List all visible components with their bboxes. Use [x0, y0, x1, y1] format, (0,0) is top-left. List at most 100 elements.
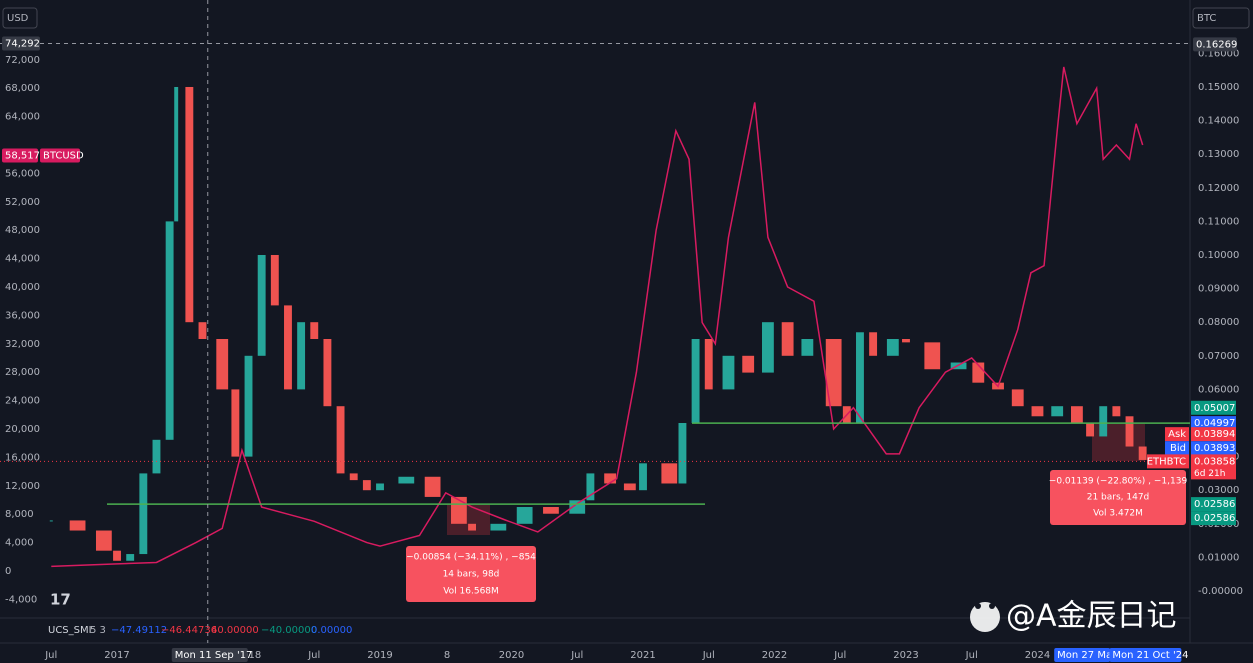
price-tag-name: ETHBTC	[1147, 456, 1186, 467]
price-tag-label: 0.04997	[1194, 418, 1235, 429]
candle	[543, 507, 559, 514]
price-line	[51, 66, 1144, 568]
crosshair-y-label-bg	[2, 36, 40, 51]
y2-tick-label: 0.09000	[1198, 284, 1239, 295]
candle	[1086, 423, 1095, 437]
y-tick-label: 44,000	[5, 254, 40, 265]
candle	[152, 439, 161, 474]
x-tick-label: 2017	[104, 650, 129, 661]
price-tag	[1191, 454, 1236, 469]
indicator-value: 0.00000	[311, 625, 352, 636]
candle	[362, 480, 371, 491]
candle	[856, 332, 864, 424]
candle	[639, 463, 647, 491]
measure-text: Vol 16.568M	[443, 587, 499, 597]
currency-button[interactable]	[1192, 7, 1250, 29]
price-tag-label: 0.05007	[1194, 403, 1235, 414]
price-tag	[1191, 441, 1236, 456]
candle	[1011, 389, 1024, 407]
y-tick-label: 0	[5, 566, 11, 577]
x-tick-label: 2024	[1025, 650, 1050, 661]
price-tag	[1191, 416, 1236, 431]
candle	[869, 332, 878, 356]
y-tick-label: 48,000	[5, 225, 40, 236]
x-tick-label: Jul	[44, 650, 57, 661]
indicator-params: 5 3	[90, 625, 106, 636]
y2-tick-label: -0.00000	[1198, 586, 1243, 597]
candle	[1071, 406, 1083, 424]
y2-tick-label: 0.10000	[1198, 250, 1239, 261]
measure-text: −0.00854 (−34.11%) , −854	[406, 553, 536, 563]
candle	[376, 483, 384, 491]
x-tick-label: Jul	[833, 650, 846, 661]
price-tag-name-bg	[1165, 427, 1189, 442]
countdown-bg	[1191, 467, 1236, 480]
y-tick-label: 52,000	[5, 197, 40, 208]
y-tick-label: -4,000	[5, 594, 37, 605]
candle	[185, 86, 194, 323]
measure-text: 14 bars, 98d	[443, 570, 500, 580]
candle	[1138, 446, 1147, 460]
candle	[69, 520, 86, 531]
candle	[781, 322, 794, 356]
candle	[113, 550, 121, 561]
last-price-name-bg	[40, 148, 80, 163]
y-tick-label: 12,000	[5, 481, 40, 492]
candle	[722, 355, 735, 390]
range-label: Mon 21 Oct '24	[1112, 650, 1188, 661]
x-tick-label: 2019	[367, 650, 392, 661]
candle	[825, 338, 842, 407]
y-tick-label: 64,000	[5, 112, 40, 123]
last-price-left-bg	[2, 148, 38, 163]
measure-box	[1050, 470, 1186, 525]
x-tick-label: Jul	[570, 650, 583, 661]
x-tick-label: Jul	[965, 650, 978, 661]
x-tick-label: 2023	[893, 650, 918, 661]
candle	[1099, 406, 1108, 437]
currency-button[interactable]	[2, 7, 38, 29]
x-tick-label: 2022	[762, 650, 787, 661]
price-tag-label: 0.03893	[1194, 443, 1235, 454]
measure-text: 21 bars, 147d	[1087, 493, 1150, 503]
candle	[604, 473, 617, 484]
candle	[902, 338, 910, 343]
y2-tick-label: 0.08000	[1198, 317, 1239, 328]
y-tick-label: 8,000	[5, 509, 34, 520]
candle	[742, 355, 755, 373]
candle	[424, 476, 441, 497]
candle	[1051, 406, 1064, 417]
candle	[323, 338, 332, 407]
candle	[1125, 416, 1134, 447]
y2-tick-label: 0.01000	[1198, 552, 1239, 563]
range-label-bg	[1109, 648, 1182, 662]
indicator-value: −40.00000	[261, 625, 317, 636]
price-tag-label: 0.02586	[1194, 513, 1235, 524]
candle	[924, 342, 941, 370]
crosshair-x-label-bg	[171, 648, 248, 662]
candle	[244, 355, 253, 457]
candle	[297, 322, 306, 390]
y-tick-label: 36,000	[5, 310, 40, 321]
measure-text: −0.01139 (−22.80%) , −1,139	[1049, 477, 1188, 487]
y-tick-label: 16,000	[5, 452, 40, 463]
candle	[49, 520, 53, 522]
indicator-name: UCS_SMI	[48, 625, 92, 636]
indicator-value: 40.00000	[211, 625, 259, 636]
candle	[198, 322, 207, 339]
candle	[216, 338, 229, 390]
y2-tick-label: 0.11000	[1198, 216, 1239, 227]
y2-tick-label: 0.07000	[1198, 351, 1239, 362]
crosshair-y2-label: 0.16269	[1196, 39, 1237, 50]
last-price-left: 58,517	[5, 151, 40, 162]
y-tick-label: 28,000	[5, 367, 40, 378]
price-tag	[1191, 497, 1236, 512]
range-label-bg	[1054, 648, 1111, 662]
y2-tick-label: 0.03000	[1198, 485, 1239, 496]
x-tick-label: 2020	[499, 650, 524, 661]
candle	[95, 530, 112, 551]
range-label: Mon 27 May	[1057, 650, 1118, 661]
candle	[1112, 406, 1121, 417]
crosshair-x-label: Mon 11 Sep '17	[175, 650, 253, 661]
